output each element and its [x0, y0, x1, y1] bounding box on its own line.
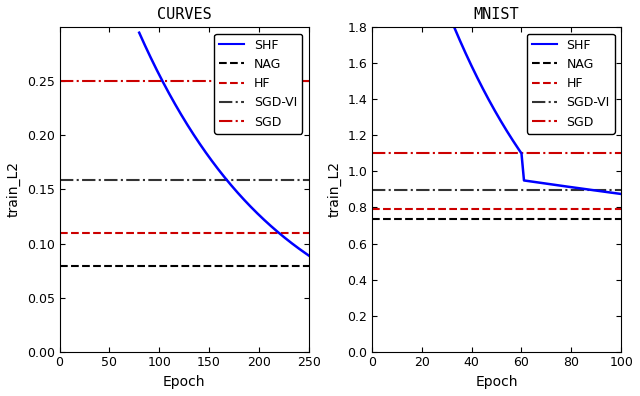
SGD — [371, 151, 378, 156]
X-axis label: Epoch: Epoch — [163, 375, 205, 389]
NAG — [368, 217, 376, 222]
SHF — [467, 63, 475, 67]
SHF — [595, 188, 603, 193]
SHF — [526, 179, 534, 184]
SGD-VI — [57, 177, 65, 182]
Line: SHF: SHF — [140, 33, 308, 255]
SGD-VI — [56, 177, 63, 182]
SHF — [544, 181, 552, 186]
HF — [57, 230, 65, 235]
SGD-VI — [368, 188, 376, 193]
NAG — [57, 264, 65, 268]
Legend: SHF, NAG, HF, SGD-VI, SGD: SHF, NAG, HF, SGD-VI, SGD — [527, 34, 615, 133]
SHF — [236, 193, 244, 198]
Line: SHF: SHF — [454, 27, 621, 194]
SHF — [274, 230, 282, 234]
Y-axis label: train_L2: train_L2 — [7, 162, 21, 217]
Title: CURVES: CURVES — [157, 7, 211, 22]
SHF — [523, 179, 531, 183]
SHF — [216, 169, 223, 173]
Title: MNIST: MNIST — [474, 7, 520, 22]
SHF — [217, 170, 225, 175]
SHF — [582, 187, 590, 192]
SHF — [305, 253, 312, 258]
SGD-VI — [371, 188, 378, 193]
SHF — [451, 25, 458, 30]
X-axis label: Epoch: Epoch — [476, 375, 518, 389]
SGD — [368, 151, 376, 156]
SHF — [227, 183, 235, 187]
NAG — [371, 217, 378, 222]
HF — [56, 230, 63, 235]
Y-axis label: train_L2: train_L2 — [328, 162, 342, 217]
SHF — [301, 250, 308, 255]
SHF — [617, 192, 625, 196]
HF — [368, 207, 376, 211]
SGD — [57, 79, 65, 84]
HF — [371, 207, 378, 211]
Legend: SHF, NAG, HF, SGD-VI, SGD: SHF, NAG, HF, SGD-VI, SGD — [214, 34, 302, 133]
NAG — [56, 264, 63, 268]
SHF — [136, 30, 143, 35]
SGD — [56, 79, 63, 84]
